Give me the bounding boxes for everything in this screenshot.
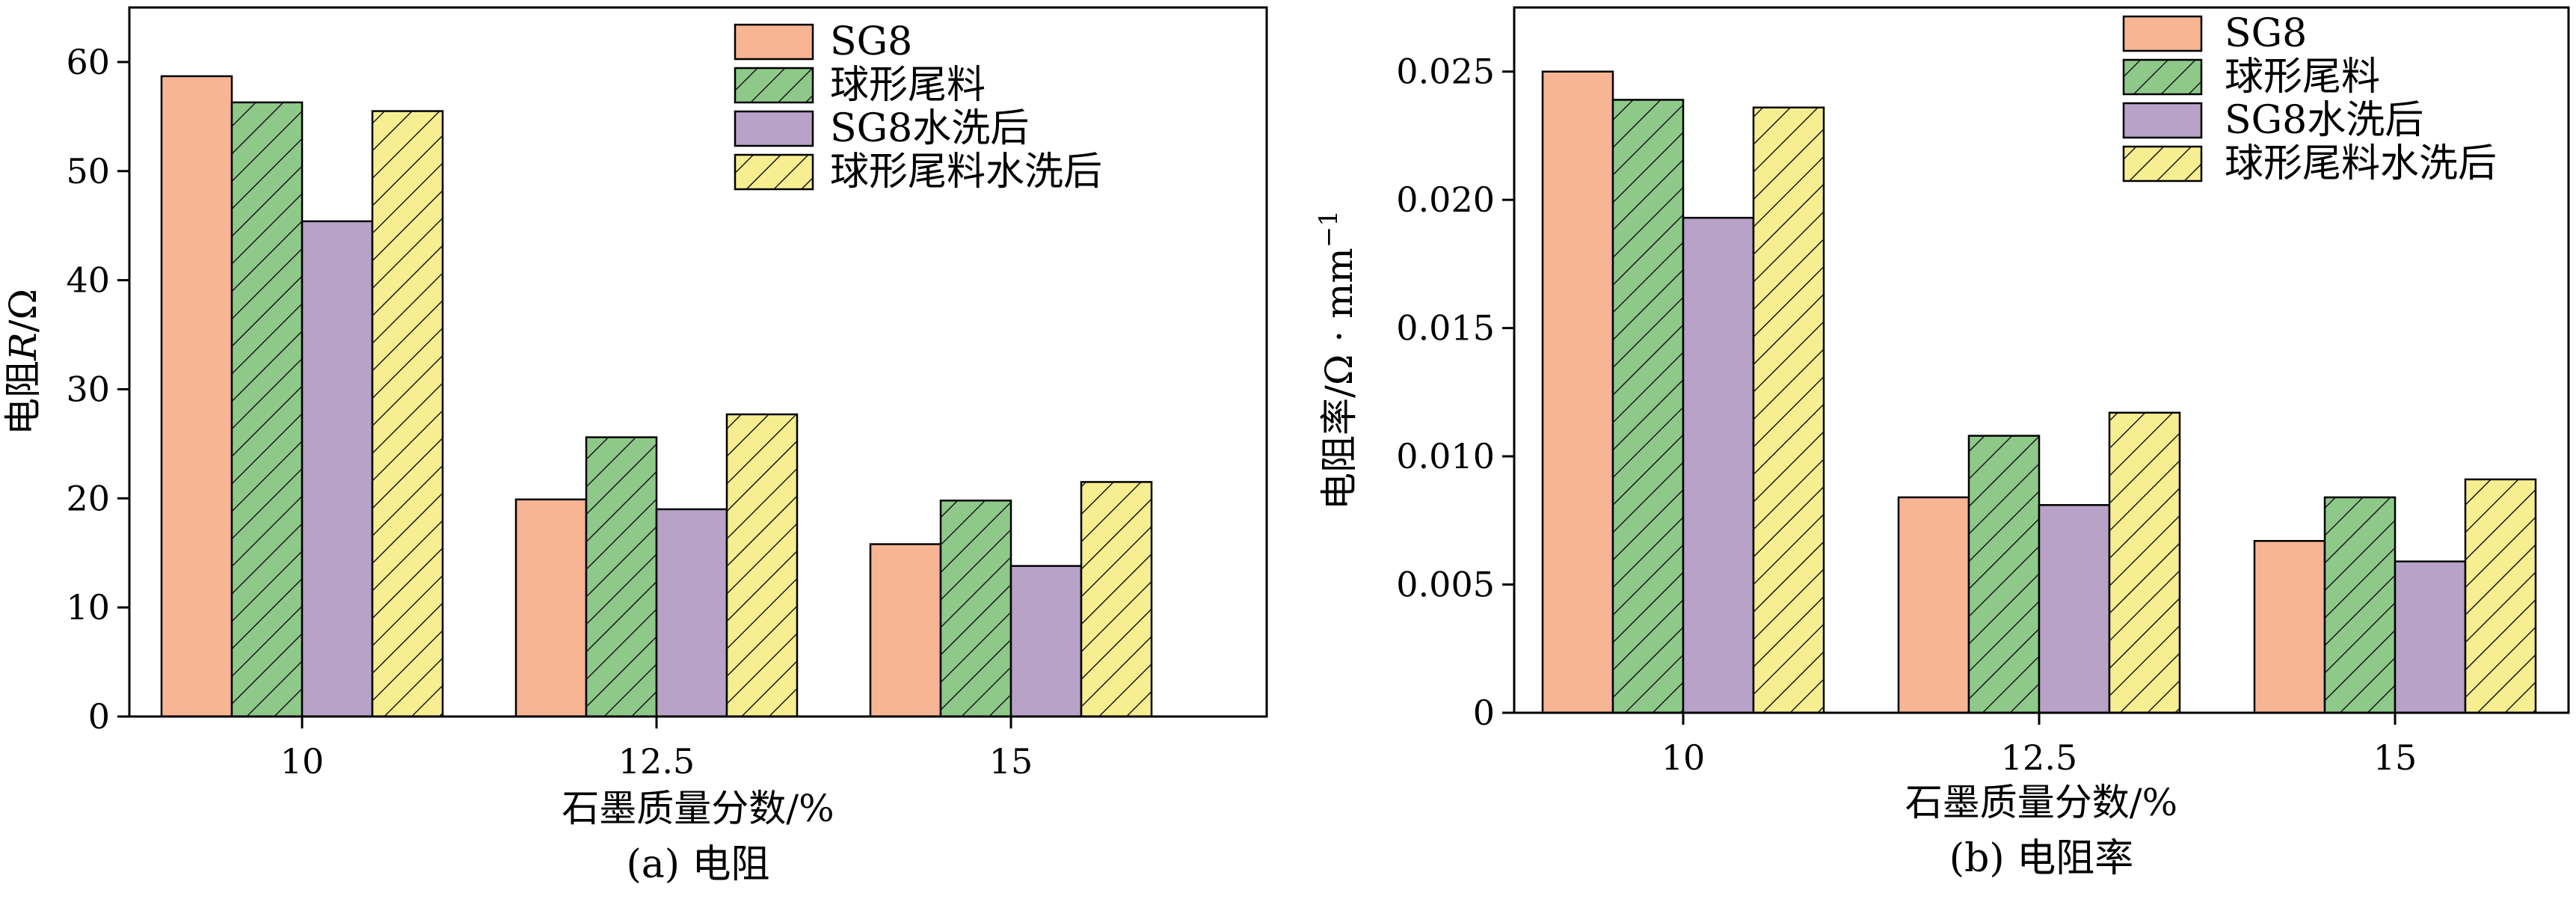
bar: [2394, 560, 2467, 714]
y-tick-label: 0: [88, 696, 110, 737]
bar: [585, 436, 658, 718]
x-axis: 10 12.5 15: [1662, 713, 2417, 778]
legend-label: SG8水洗后: [2225, 98, 2423, 143]
legend-swatch: [734, 67, 814, 104]
bar: [2108, 411, 2181, 714]
y-tick-label: 0.010: [1396, 436, 1495, 476]
bar: [1541, 70, 1614, 714]
bar: [1611, 99, 1685, 714]
x-axis: 10 12.5 15: [280, 717, 1033, 782]
y-axis-title: 电阻R/Ω: [1, 289, 45, 435]
legend-swatch: [2122, 145, 2203, 182]
bar: [2323, 496, 2397, 714]
bar: [1682, 216, 1755, 714]
y-axis-title: 电阻率/Ω · mm−1: [1314, 210, 1361, 510]
bar: [160, 75, 233, 718]
y-tick-label: 0.005: [1396, 565, 1495, 605]
bar: [1897, 496, 1970, 714]
y-axis-title-symbol: R: [1, 332, 45, 361]
y-tick-label: 20: [66, 478, 110, 518]
y-axis-title-text: 电阻: [1, 360, 45, 435]
legend-label: SG8: [830, 19, 912, 64]
legend-label: 球形尾料: [830, 63, 986, 108]
legend-label: SG8: [2225, 11, 2307, 56]
bar: [2038, 503, 2111, 714]
x-axis-title: 石墨质量分数/%: [562, 787, 834, 830]
chart-panel-resistivity: 0 0.005 0.010 0.015 0.020 0.025 10 12.5 15 电阻率/…: [1314, 6, 2570, 881]
y-axis: 0 10 20 30 40 50 60: [66, 42, 129, 737]
legend-label: 球形尾料水洗后: [830, 150, 1102, 194]
bar: [371, 110, 444, 718]
bar: [1752, 106, 1825, 714]
bar: [514, 498, 588, 718]
plot-frame: [1513, 6, 2570, 714]
y-tick-label: 0: [1473, 693, 1495, 733]
bar: [301, 220, 374, 718]
chart-panel-resistance: 0 10 20 30 40 50 60 10 12.5 15 电阻R/Ω 石墨质量分数/% (a…: [1, 6, 1268, 887]
legend-swatch: [2122, 102, 2203, 139]
x-tick-label: 15: [2373, 737, 2417, 778]
bar: [1080, 481, 1153, 718]
bar: [230, 101, 304, 718]
x-tick-label: 10: [1662, 737, 1706, 778]
bar: [1009, 565, 1083, 718]
legend-swatch: [734, 153, 814, 191]
x-tick-label: 12.5: [2001, 737, 2077, 778]
legend-swatch: [734, 23, 814, 61]
y-axis-title-text: 电阻率/Ω · mm: [1318, 248, 1361, 510]
bar: [1967, 435, 2041, 714]
bar-group: [160, 75, 1153, 718]
bar: [2464, 478, 2537, 714]
x-tick-label: 12.5: [618, 741, 695, 782]
bar: [869, 543, 942, 718]
y-tick-label: 10: [66, 587, 110, 628]
legend-swatch: [2122, 15, 2203, 52]
y-tick-label: 0.025: [1396, 52, 1495, 92]
x-axis-title: 石墨质量分数/%: [1905, 781, 2177, 824]
plot-frame: [128, 6, 1268, 718]
legend-label: 球形尾料: [2225, 55, 2380, 99]
legend-label: 球形尾料水洗后: [2225, 141, 2497, 186]
y-tick-label: 50: [66, 151, 110, 191]
x-tick-label: 15: [989, 741, 1033, 782]
y-tick-label: 60: [66, 42, 110, 82]
legend-label: SG8水洗后: [830, 106, 1029, 151]
panel-caption: (a) 电阻: [626, 842, 769, 887]
bar-group: [1541, 70, 2537, 714]
y-tick-label: 30: [66, 369, 110, 409]
legend-swatch: [2122, 58, 2203, 96]
bar: [2253, 540, 2326, 714]
bar: [939, 499, 1012, 718]
y-tick-label: 0.020: [1396, 180, 1495, 220]
legend-swatch: [734, 110, 814, 147]
y-axis-title-exponent: −1: [1314, 210, 1344, 248]
y-axis-title-unit: /Ω: [1, 289, 45, 332]
bar: [725, 413, 799, 718]
y-tick-label: 0.015: [1396, 308, 1495, 349]
x-tick-label: 10: [280, 741, 325, 782]
panel-caption: (b) 电阻率: [1949, 836, 2133, 881]
bar: [655, 508, 728, 718]
y-axis: 0 0.005 0.010 0.015 0.020 0.025: [1396, 52, 1514, 733]
y-tick-label: 40: [66, 260, 110, 301]
